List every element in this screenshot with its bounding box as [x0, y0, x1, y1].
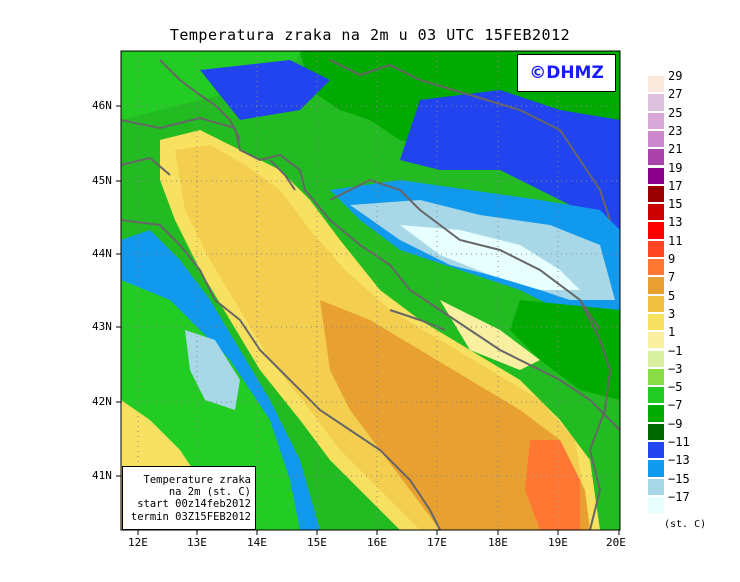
legend-label: −17	[668, 489, 690, 504]
legend-swatch	[648, 204, 664, 221]
legend-swatch	[648, 460, 664, 477]
legend-label: 25	[668, 105, 683, 120]
legend-label: −11	[668, 435, 690, 449]
lat-label: 44N	[92, 247, 112, 260]
legend-swatch	[648, 496, 664, 514]
info-line: na 2m (st. C)	[168, 486, 251, 499]
lat-label: 43N	[92, 320, 112, 333]
legend-swatch	[648, 442, 664, 459]
legend-swatch	[648, 478, 664, 495]
lon-label: 16E	[367, 536, 387, 549]
legend-label: 9	[668, 252, 676, 266]
lon-label: 17E	[427, 536, 447, 549]
legend-swatch	[648, 259, 664, 276]
legend-label: 3	[668, 306, 676, 321]
lon-label: 19E	[548, 536, 568, 549]
info-box: Temperature zraka na 2m (st. C) start 00…	[122, 466, 256, 530]
legend-label: 23	[668, 123, 683, 138]
map-title: Temperatura zraka na 2m u 03 UTC 15FEB20…	[169, 26, 571, 44]
legend-label: −15	[668, 471, 690, 486]
info-line: Temperature zraka	[143, 474, 251, 486]
legend-label: 19	[668, 160, 683, 175]
legend-label: −9	[668, 416, 683, 431]
legend-swatch	[648, 332, 664, 349]
legend-label: −13	[668, 453, 690, 468]
lat-label: 42N	[92, 395, 112, 408]
legend-swatch	[648, 149, 664, 166]
lon-label: 12E	[128, 536, 148, 549]
legend-label: 21	[668, 142, 683, 157]
legend-label: 5	[668, 288, 676, 303]
legend-swatch	[648, 368, 664, 386]
legend-swatch	[648, 423, 664, 440]
legend-swatch	[648, 387, 664, 404]
legend-swatch	[648, 295, 664, 312]
legend-label: 27	[668, 87, 683, 102]
legend-label: 17	[668, 178, 683, 193]
lon-label: 20E	[606, 536, 626, 549]
lon-label: 13E	[187, 536, 207, 549]
legend-swatch	[648, 313, 664, 331]
legend-swatch	[648, 277, 664, 294]
lat-label: 41N	[92, 469, 112, 482]
dhmz-logo: ©DHMZ	[517, 54, 616, 92]
legend-label: 15	[668, 197, 683, 212]
legend-label: 1	[668, 325, 676, 340]
legend-swatch	[648, 112, 664, 129]
legend-label: 29	[668, 69, 683, 83]
lon-label: 18E	[488, 536, 508, 549]
lon-label: 15E	[307, 536, 327, 549]
legend-swatch	[648, 405, 664, 422]
legend-swatch	[648, 76, 664, 93]
legend-swatch	[648, 240, 664, 257]
legend-label: −1	[668, 343, 683, 358]
lat-label: 45N	[92, 174, 112, 187]
lat-label: 46N	[92, 99, 112, 112]
legend-swatch	[648, 350, 664, 367]
legend-label: −7	[668, 398, 683, 413]
legend-swatch	[648, 185, 664, 203]
lon-label: 14E	[247, 536, 267, 549]
legend-label: −3	[668, 361, 683, 376]
legend-label: 7	[668, 270, 676, 285]
legend-swatch	[648, 222, 664, 239]
legend-swatch	[648, 167, 664, 184]
legend-label: 11	[668, 233, 683, 248]
legend-swatch	[648, 130, 664, 148]
legend-unit: (st. C)	[664, 519, 707, 530]
legend-label: −5	[668, 380, 683, 395]
legend-label: 13	[668, 215, 683, 230]
legend-swatch	[648, 94, 664, 111]
info-line: start 00z14feb2012	[137, 498, 251, 511]
info-line: termin 03Z15FEB2012	[130, 510, 251, 523]
